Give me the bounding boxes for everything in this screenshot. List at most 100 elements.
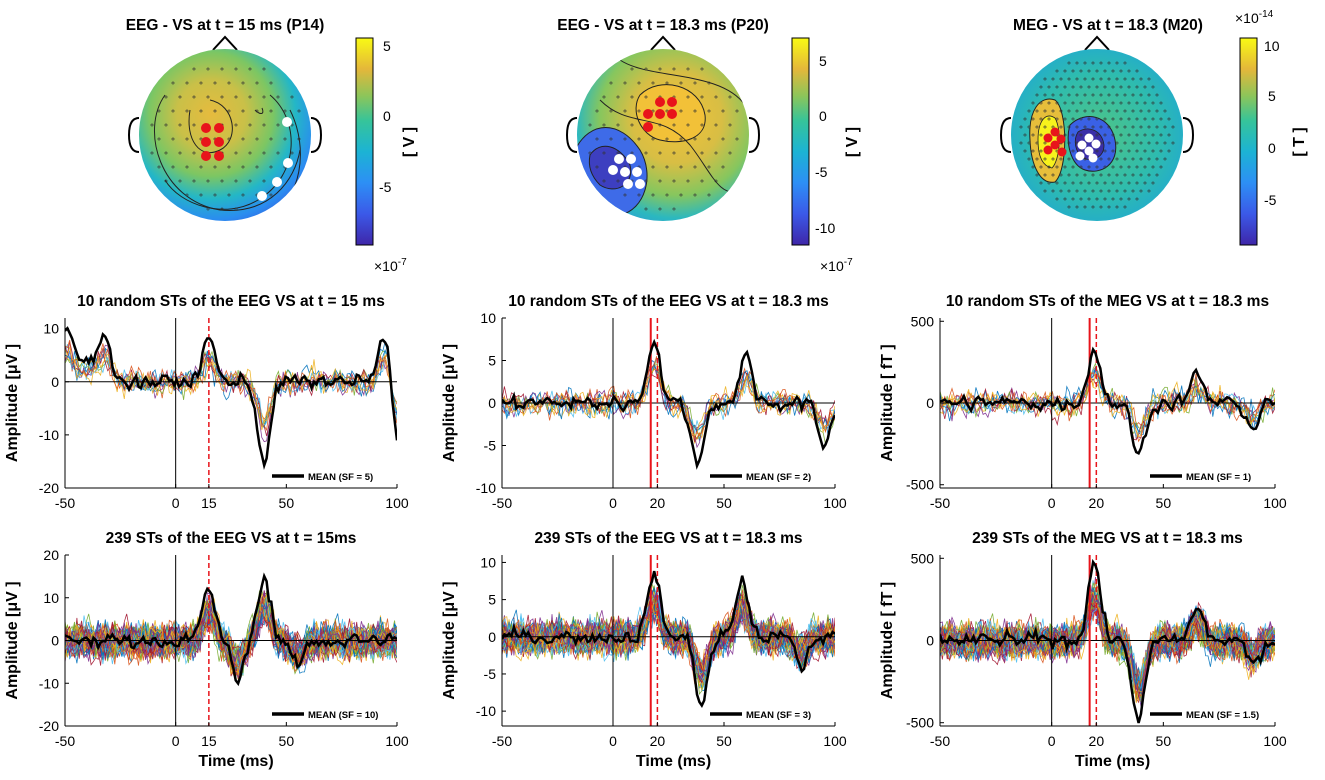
sensor-dot xyxy=(171,165,175,169)
sensor-dot xyxy=(672,179,676,183)
y-tick-label: -20 xyxy=(39,718,59,734)
topomap-title: EEG - VS at t = 18.3 ms (P20) xyxy=(557,17,769,34)
sensor-dot xyxy=(1079,117,1083,121)
sensor-dot xyxy=(1059,93,1063,97)
sensor-dot xyxy=(1135,69,1139,73)
colorbar-exponent: ×10-7 xyxy=(820,257,853,274)
y-axis-label: Amplitude [μV ] xyxy=(441,581,458,699)
sensor-dot xyxy=(1115,125,1119,129)
sensor-dot xyxy=(1111,85,1115,89)
sensor-dot xyxy=(714,123,718,127)
sensor-dot xyxy=(1091,61,1095,65)
colorbar-unit: [ T ] xyxy=(1291,127,1308,156)
sensor-dot xyxy=(1043,173,1047,177)
sensor-dot xyxy=(707,81,711,85)
sensor-dot xyxy=(1135,165,1139,169)
y-tick-label: -10 xyxy=(476,480,496,496)
sensor-dot xyxy=(1147,157,1151,161)
sensor-dot xyxy=(721,165,725,169)
sensor-dot xyxy=(672,151,676,155)
sensor-dot xyxy=(1067,157,1071,161)
white-electrode xyxy=(283,158,293,168)
sensor-dot xyxy=(1107,189,1111,193)
colorbar-tick: -5 xyxy=(1264,192,1277,208)
sensor-dot xyxy=(1047,101,1051,105)
sensor-dot xyxy=(1151,85,1155,89)
sensor-dot xyxy=(1071,149,1075,153)
sensor-dot xyxy=(185,109,189,113)
sensor-dot xyxy=(1163,157,1167,161)
sensor-dot xyxy=(1123,157,1127,161)
red-electrode xyxy=(655,109,665,119)
x-tick-label: 0 xyxy=(1048,733,1056,749)
sensor-dot xyxy=(150,151,154,155)
single-trial-trace xyxy=(940,591,1275,704)
topomap-meg-m20: MEG - VS at t = 18.3 (M20) xyxy=(999,9,1308,246)
sensor-dot xyxy=(644,207,648,211)
scalp-map xyxy=(139,49,311,221)
x-tick-label: 20 xyxy=(650,733,666,749)
sensor-dot xyxy=(1159,117,1163,121)
sensor-dot xyxy=(1039,165,1043,169)
sensor-dot xyxy=(1071,133,1075,137)
sensor-dot xyxy=(1103,133,1107,137)
sensor-dot xyxy=(1043,77,1047,81)
sensor-dot xyxy=(602,151,606,155)
colorbar: 5 0 -5 [ V ] ×10-7 xyxy=(355,37,418,274)
sensor-dot xyxy=(1083,93,1087,97)
x-axis-label: Time (ms) xyxy=(198,753,273,770)
white-electrode xyxy=(1084,133,1094,143)
sensor-dot xyxy=(1083,109,1087,113)
sensor-dot xyxy=(1147,141,1151,145)
sensor-dot xyxy=(1091,77,1095,81)
sensor-dot xyxy=(185,193,189,197)
sensor-dot xyxy=(1023,133,1027,137)
colorbar-tick: 0 xyxy=(383,108,391,124)
sensor-dot xyxy=(595,165,599,169)
sensor-dot xyxy=(1139,77,1143,81)
sensor-dot xyxy=(1159,149,1163,153)
sensor-dot xyxy=(1127,69,1131,73)
sensor-dot xyxy=(1039,149,1043,153)
white-electrode xyxy=(1084,146,1094,156)
sensor-dot xyxy=(1123,173,1127,177)
y-tick-label: 10 xyxy=(480,554,496,570)
sensor-dot xyxy=(1119,149,1123,153)
topomap-eeg-p14: EEG - VS at t = 15 ms (P14) xyxy=(126,17,418,274)
single-trial-trace xyxy=(502,364,835,437)
sensor-dot xyxy=(588,151,592,155)
sensor-dot xyxy=(700,179,704,183)
colorbar-tick: 10 xyxy=(1264,38,1280,54)
sensor-dot xyxy=(1075,173,1079,177)
sensor-dot xyxy=(700,95,704,99)
sensor-dot xyxy=(588,123,592,127)
sensor-dot xyxy=(1127,85,1131,89)
sensor-dot xyxy=(157,165,161,169)
sensor-dot xyxy=(1079,85,1083,89)
sensor-dot xyxy=(644,151,648,155)
sensor-dot xyxy=(1023,149,1027,153)
sensor-dot xyxy=(1123,109,1127,113)
legend-label: MEAN (SF = 3) xyxy=(746,710,811,721)
topomap-title: EEG - VS at t = 15 ms (P14) xyxy=(126,17,325,34)
sensor-dot xyxy=(1043,157,1047,161)
sensor-dot xyxy=(665,81,669,85)
sensor-dot xyxy=(679,109,683,113)
sensor-dot xyxy=(241,109,245,113)
sensor-dot xyxy=(1103,165,1107,169)
sensor-dot xyxy=(1027,109,1031,113)
sensor-dot xyxy=(1107,205,1111,209)
y-tick-label: 20 xyxy=(43,547,59,563)
sensor-dot xyxy=(199,81,203,85)
sensor-dot xyxy=(637,193,641,197)
y-tick-label: -10 xyxy=(39,427,59,443)
line-plot: 239 STs of the MEG VS at t = 18.3 ms-50 0… xyxy=(879,530,1287,770)
y-tick-label: -5 xyxy=(484,666,497,682)
sensor-dot xyxy=(1059,157,1063,161)
sensor-dot xyxy=(602,123,606,127)
sensor-dot xyxy=(644,179,648,183)
sensor-dot xyxy=(665,137,669,141)
sensor-dot xyxy=(1099,125,1103,129)
sensor-dot xyxy=(1167,117,1171,121)
sensor-dot xyxy=(1135,133,1139,137)
